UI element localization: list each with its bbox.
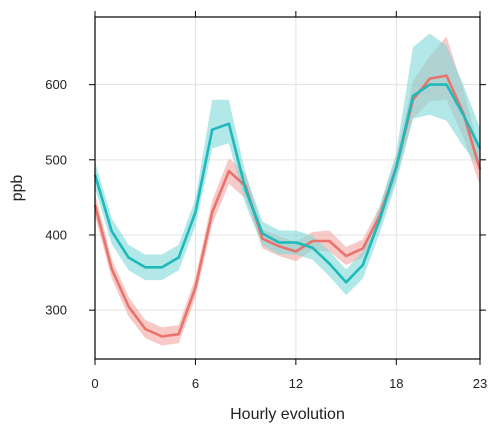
x-tick-label: 6: [192, 376, 199, 391]
tick-labels: 0 6 12 18 23 300 400 500 600: [45, 77, 487, 391]
series-line-1: [93, 74, 482, 338]
bands: [95, 33, 480, 346]
x-tick-label: 23: [473, 376, 487, 391]
y-tick-label: 600: [45, 77, 67, 92]
confidence-band-2: [95, 33, 480, 296]
y-axis-label: ppb: [9, 175, 26, 202]
y-tick-label: 300: [45, 303, 67, 318]
plot-frame: [94, 16, 481, 360]
x-tick-label: 0: [91, 376, 98, 391]
y-tick-label: 500: [45, 152, 67, 167]
x-axis-label: Hourly evolution: [230, 406, 345, 423]
axis-ticks: [89, 11, 486, 365]
x-tick-label: 12: [289, 376, 303, 391]
x-tick-label: 18: [389, 376, 403, 391]
y-tick-label: 400: [45, 227, 67, 242]
series-line-2: [93, 83, 482, 284]
series-lines: [93, 74, 482, 338]
